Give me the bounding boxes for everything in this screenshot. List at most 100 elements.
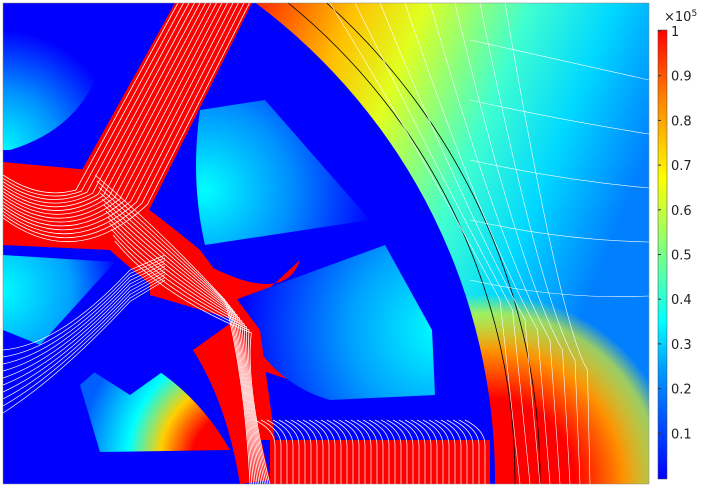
streamline <box>3 3 195 204</box>
colorbar-tick-label: 0.7 <box>671 159 692 174</box>
streamline <box>452 419 474 484</box>
streamline <box>254 419 276 484</box>
streamline <box>3 3 239 235</box>
colorbar-tick-label: 1 <box>671 25 679 40</box>
streamline <box>3 254 166 351</box>
streamline <box>469 99 649 135</box>
streamline <box>379 3 541 484</box>
streamline <box>422 419 444 484</box>
streamline <box>469 39 649 81</box>
streamline <box>429 3 561 484</box>
pocket-top-left <box>3 3 110 150</box>
streamline <box>3 265 166 379</box>
streamline <box>272 419 294 484</box>
colorbar-tick-label: 0.6 <box>671 204 692 219</box>
streamline <box>332 419 354 484</box>
streamline <box>362 419 384 484</box>
window-lower <box>235 245 435 400</box>
red-band-diagonal <box>3 162 275 440</box>
pocket-left <box>3 255 115 345</box>
plot-area <box>3 3 649 484</box>
streamline <box>374 419 396 484</box>
streamline <box>3 3 184 197</box>
streamline <box>392 419 414 484</box>
streamline <box>416 419 438 484</box>
streamline <box>344 419 366 484</box>
streamline <box>3 3 234 231</box>
streamline <box>110 228 267 484</box>
plot-frame <box>2 2 650 485</box>
window-upper <box>196 100 370 245</box>
streamline <box>107 216 263 484</box>
streamline <box>386 419 408 484</box>
streamline <box>320 419 342 484</box>
streamline <box>3 3 179 194</box>
colorbar: ×105 0.1 0.2 0.3 0.4 0.5 0.6 0.7 0.8 0.9 1 <box>657 9 697 480</box>
streamline <box>296 419 318 484</box>
streamline <box>356 419 378 484</box>
streamline <box>3 3 228 227</box>
streamline <box>284 419 306 484</box>
colorbar-tick-label: 0.8 <box>671 114 692 129</box>
streamline <box>290 419 312 484</box>
streamline <box>266 419 288 484</box>
streamline <box>3 3 190 200</box>
colorbar-tick-label: 0.3 <box>671 338 692 353</box>
streamline <box>112 234 269 484</box>
streamline <box>350 419 372 484</box>
streamline <box>3 257 166 358</box>
colorbar-multiplier-base: ×10 <box>664 10 691 25</box>
streamline <box>94 174 251 484</box>
streamline <box>3 260 166 365</box>
streamline <box>109 222 265 484</box>
streamline <box>3 3 245 239</box>
streamline <box>103 204 260 484</box>
streamline <box>105 210 262 484</box>
streamline <box>338 419 360 484</box>
streamline <box>260 419 282 484</box>
streamline <box>454 3 571 484</box>
streamline <box>98 186 254 484</box>
streamline <box>3 3 206 211</box>
streamline <box>278 419 300 484</box>
red-bar-bottom <box>270 440 490 484</box>
colorbar-tick-label: 0.2 <box>671 383 692 398</box>
streamline <box>3 3 250 243</box>
streamline <box>100 192 256 484</box>
streamline <box>464 419 486 484</box>
streamline <box>3 274 166 400</box>
streamline <box>3 268 166 386</box>
streamline <box>96 180 253 484</box>
streamline <box>404 419 426 484</box>
streamline <box>440 419 462 484</box>
streamline <box>114 240 271 484</box>
streamline <box>469 279 649 297</box>
streamline <box>326 419 348 484</box>
streamline <box>3 277 166 407</box>
streamline <box>329 3 521 484</box>
streamline <box>3 271 166 393</box>
streamline <box>3 279 166 414</box>
streamline <box>302 419 324 484</box>
streamline <box>380 419 402 484</box>
streamline <box>368 419 390 484</box>
colorbar-tick-label: 0.5 <box>671 249 692 264</box>
colorbar-multiplier: ×105 <box>664 9 697 25</box>
boundary-arc-outer <box>326 3 541 484</box>
streamline <box>3 263 166 372</box>
streamline <box>3 3 212 215</box>
colorbar-tick-label: 0.1 <box>671 427 692 442</box>
streamline <box>101 198 258 484</box>
streamline <box>3 3 201 208</box>
streamline <box>404 3 551 484</box>
streamline <box>3 3 217 219</box>
colorbar-tick-label: 0.4 <box>671 293 692 308</box>
streamline <box>458 419 480 484</box>
streamline <box>410 419 432 484</box>
streamline <box>504 3 591 484</box>
streamline <box>314 419 336 484</box>
streamline <box>469 219 649 243</box>
colorbar-tick-label: 0.9 <box>671 70 692 85</box>
streamline <box>446 419 468 484</box>
